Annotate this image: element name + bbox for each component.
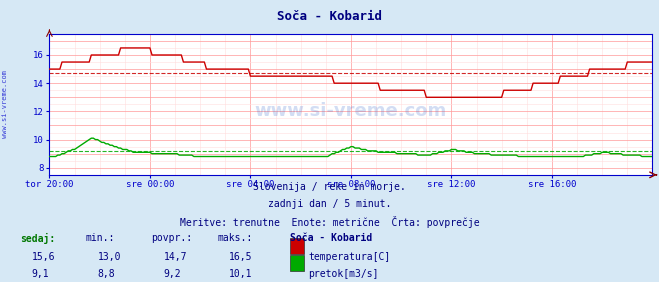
Text: zadnji dan / 5 minut.: zadnji dan / 5 minut.	[268, 199, 391, 209]
Text: Soča - Kobarid: Soča - Kobarid	[290, 233, 372, 243]
Bar	[290, 238, 304, 254]
Text: sedaj:: sedaj:	[20, 233, 55, 244]
Text: 13,0: 13,0	[98, 252, 121, 262]
Text: 8,8: 8,8	[98, 269, 115, 279]
Text: Meritve: trenutne  Enote: metrične  Črta: povprečje: Meritve: trenutne Enote: metrične Črta: …	[180, 216, 479, 228]
Text: 10,1: 10,1	[229, 269, 253, 279]
Text: povpr.:: povpr.:	[152, 233, 192, 243]
Text: 16,5: 16,5	[229, 252, 253, 262]
Text: 9,1: 9,1	[32, 269, 49, 279]
Text: www.si-vreme.com: www.si-vreme.com	[255, 102, 447, 120]
Text: 14,7: 14,7	[163, 252, 187, 262]
Text: 9,2: 9,2	[163, 269, 181, 279]
Text: Slovenija / reke in morje.: Slovenija / reke in morje.	[253, 182, 406, 192]
Text: 15,6: 15,6	[32, 252, 55, 262]
Bar	[290, 255, 304, 271]
Text: temperatura[C]: temperatura[C]	[308, 252, 391, 262]
Text: maks.:: maks.:	[217, 233, 252, 243]
Text: pretok[m3/s]: pretok[m3/s]	[308, 269, 379, 279]
Text: Soča - Kobarid: Soča - Kobarid	[277, 10, 382, 23]
Text: www.si-vreme.com: www.si-vreme.com	[2, 70, 9, 138]
Text: min.:: min.:	[86, 233, 115, 243]
